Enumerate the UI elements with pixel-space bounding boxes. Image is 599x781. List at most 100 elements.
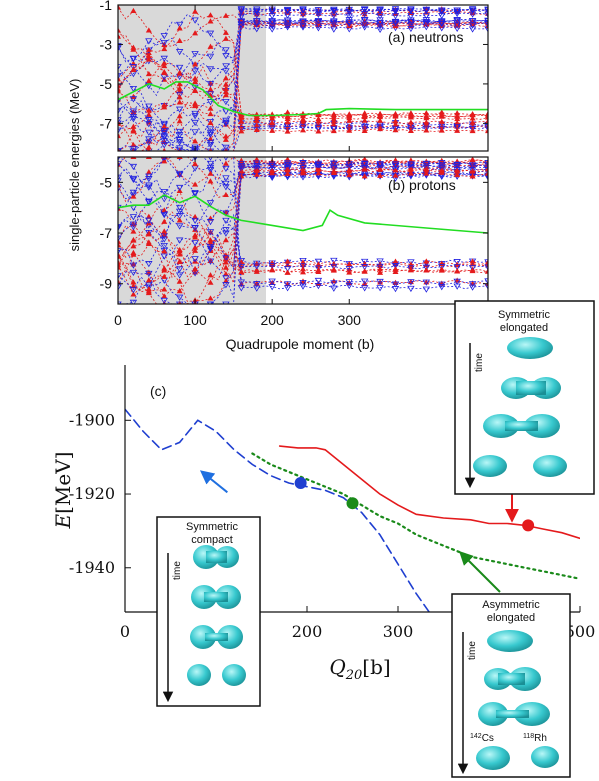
proton-level-marker (392, 112, 399, 118)
proton-level-marker (207, 178, 214, 184)
proton-level-marker (454, 110, 461, 116)
proton-level-marker (407, 261, 414, 267)
neutron-level-marker (484, 26, 488, 33)
proton-level-marker (207, 105, 214, 111)
proton-level-marker (253, 268, 260, 274)
neutron-level-marker (222, 227, 230, 234)
neutron-level-marker (422, 264, 431, 271)
proton-level-marker (315, 166, 322, 172)
neutron-level-marker (129, 148, 138, 151)
neutron-level-marker (484, 124, 488, 131)
proton-level-marker (130, 157, 137, 159)
proton-level-marker (253, 117, 260, 123)
neutron-level-marker (391, 20, 400, 27)
neutron-level-marker (283, 8, 292, 15)
neutron-level-marker (129, 176, 138, 184)
proton-level-marker (361, 166, 368, 172)
green-pointer-arrow (459, 551, 501, 593)
neutron-level-marker (438, 12, 446, 20)
neutron-level-line (118, 8, 488, 101)
proton-level-marker (330, 168, 337, 174)
proton-level-marker (162, 300, 167, 304)
neutron-level-marker (145, 261, 153, 268)
neutron-level-marker (191, 189, 199, 197)
proton-level-marker (485, 112, 488, 118)
proton-level-marker (176, 258, 183, 264)
inset-symmetric-compact: Symmetric compact time (156, 516, 261, 707)
proton-level-marker (222, 270, 229, 277)
neutron-level-marker (376, 125, 384, 132)
neutron-level-marker (360, 258, 369, 266)
neutron-level-marker (391, 281, 400, 288)
neutron-level-marker (118, 73, 122, 80)
neutron-level-marker (299, 257, 307, 265)
neutron-level-marker (268, 263, 276, 270)
neutron-level-marker (484, 169, 488, 176)
neutron-level-marker (145, 284, 153, 291)
neutron-level-marker (360, 17, 369, 24)
neutron-level-marker (484, 278, 488, 285)
neutron-level-marker (468, 284, 477, 291)
neutron-level-marker (438, 162, 446, 169)
neutron-level-marker (345, 279, 353, 286)
neutron-level-marker (299, 6, 307, 13)
proton-level-marker (145, 157, 152, 159)
proton-level-marker (315, 118, 322, 124)
neutron-level-marker (422, 17, 431, 24)
neutron-level-marker (129, 287, 138, 294)
proton-level-marker (130, 291, 137, 297)
neutron-level-marker (253, 166, 261, 173)
neutron-level-marker (175, 294, 184, 301)
neutron-level-marker (407, 19, 415, 26)
x-tick-label: 0 (120, 622, 130, 641)
neutron-level-marker (330, 285, 338, 292)
proton-level-marker (438, 167, 445, 173)
proton-level-marker (407, 266, 414, 272)
proton-level-marker (145, 46, 152, 52)
neutron-level-marker (129, 163, 138, 171)
proton-level-marker (161, 123, 168, 129)
proton-level-marker (253, 171, 260, 177)
neutron-level-marker (222, 175, 230, 182)
neutron-level-marker (299, 22, 307, 29)
proton-level-marker (161, 218, 168, 224)
neutron-level-marker (253, 12, 261, 19)
proton-level-marker (130, 228, 137, 234)
proton-level-marker (454, 119, 461, 126)
nucleus-fragments: 142Cs 118Rh (470, 733, 559, 770)
neutron-level-marker (191, 256, 199, 263)
inset-title: Symmetric (498, 309, 550, 321)
proton-level-marker (423, 127, 430, 133)
neutron-level-marker (345, 126, 353, 133)
time-label: time (467, 641, 478, 660)
proton-level-marker (377, 269, 384, 275)
proton-level-marker (454, 171, 461, 178)
neutron-level-marker (206, 91, 215, 98)
proton-level-marker (207, 170, 214, 176)
proton-level-marker (145, 70, 152, 77)
proton-level-marker (192, 102, 199, 109)
proton-level-marker (392, 172, 399, 178)
proton-level-marker (207, 110, 214, 117)
proton-level-marker (145, 27, 152, 33)
proton-level-marker (284, 170, 291, 177)
neutron-level-marker (206, 66, 215, 73)
proton-level-marker (118, 5, 121, 10)
neutron-level-marker (283, 161, 292, 168)
proton-level-marker (130, 109, 137, 115)
neutron-level-marker (391, 7, 400, 14)
y-tick-label: -3 (100, 36, 113, 52)
proton-level-marker (161, 62, 168, 69)
neutron-level-marker (376, 7, 384, 14)
inset-asymmetric-elongated: Asymmetric elongated time 142Cs 118Rh (451, 593, 571, 778)
neutron-level-marker (484, 162, 488, 169)
proton-level-marker (392, 268, 399, 275)
proton-level-marker (130, 237, 137, 243)
neutron-level-marker (222, 148, 230, 151)
proton-level-marker (454, 127, 461, 133)
proton-level-marker (130, 44, 137, 50)
neutron-level-marker (129, 214, 138, 221)
proton-level-marker (407, 165, 414, 172)
proton-level-marker (222, 12, 229, 18)
